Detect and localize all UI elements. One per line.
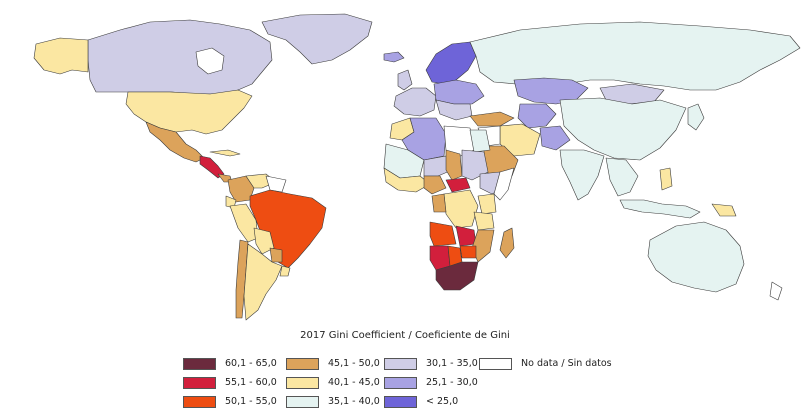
region-alaska	[33, 37, 89, 75]
legend-label: 50,1 - 55,0	[225, 396, 277, 407]
legend-swatch	[286, 377, 319, 389]
region-angola	[429, 221, 457, 247]
legend-swatch	[183, 358, 216, 370]
region-brazil	[249, 189, 327, 269]
region-russia	[469, 21, 801, 91]
region-western-europe	[393, 87, 437, 117]
legend-label: < 25,0	[426, 396, 459, 407]
region-cuba	[209, 149, 241, 157]
legend-label: No data / Sin datos	[521, 358, 612, 369]
region-iceland	[383, 51, 405, 63]
region-eastern-europe	[433, 79, 485, 105]
region-indochina	[605, 157, 639, 197]
legend-swatch	[183, 377, 216, 389]
legend-swatch	[479, 358, 512, 370]
region-australia	[647, 221, 745, 293]
region-south-africa	[435, 261, 479, 291]
region-greenland	[261, 13, 373, 65]
region-drc	[443, 189, 479, 229]
legend-label: 35,1 - 40,0	[328, 396, 380, 407]
region-car	[445, 177, 471, 193]
region-turkey	[469, 111, 515, 127]
region-afghanistan	[539, 125, 571, 151]
legend-label: 45,1 - 50,0	[328, 358, 380, 369]
region-japan	[687, 103, 705, 131]
region-uruguay	[279, 265, 291, 277]
region-scandinavia	[425, 41, 477, 85]
legend-swatch	[384, 396, 417, 408]
region-china	[559, 97, 687, 161]
region-guianas	[265, 175, 287, 193]
region-bolivia	[253, 227, 275, 255]
region-madagascar	[499, 227, 515, 259]
legend-label: 40,1 - 45,0	[328, 377, 380, 388]
region-nigeria	[423, 175, 447, 195]
region-niger	[423, 155, 453, 177]
legend-swatch	[286, 396, 319, 408]
region-argentina	[243, 243, 283, 321]
world-map	[33, 13, 801, 321]
legend-label: 60,1 - 65,0	[225, 358, 277, 369]
region-namibia	[429, 245, 451, 271]
region-canada	[87, 19, 273, 95]
region-new-zealand	[769, 281, 783, 301]
region-png	[711, 203, 737, 217]
region-egypt	[469, 129, 491, 153]
region-kenya	[477, 193, 497, 215]
region-west-africa-coast	[383, 167, 431, 193]
region-somalia	[493, 167, 515, 201]
legend-label: 55,1 - 60,0	[225, 377, 277, 388]
region-hudson-bay	[195, 47, 225, 75]
region-mozambique	[471, 229, 495, 263]
region-uk	[397, 69, 413, 91]
legend-swatch	[286, 358, 319, 370]
region-gabon	[431, 193, 447, 213]
region-tanzania	[473, 211, 495, 231]
region-central-asia	[517, 103, 557, 129]
region-indonesia	[619, 199, 701, 219]
legend-swatch	[384, 358, 417, 370]
region-india	[559, 149, 605, 201]
legend-swatch	[384, 377, 417, 389]
region-zambia	[455, 225, 477, 247]
region-zimbabwe	[459, 245, 477, 259]
region-paraguay	[269, 247, 283, 263]
legend-swatch	[183, 396, 216, 408]
legend-label: 25,1 - 30,0	[426, 377, 478, 388]
region-philippines	[659, 167, 673, 191]
legend-label: 30,1 - 35,0	[426, 358, 478, 369]
legend-title: 2017 Gini Coefficient / Coeficiente de G…	[300, 330, 510, 341]
region-usa	[125, 89, 253, 135]
region-chad	[445, 149, 463, 181]
